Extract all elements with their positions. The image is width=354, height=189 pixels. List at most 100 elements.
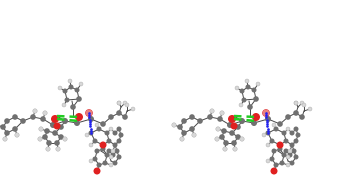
Circle shape: [270, 167, 278, 174]
Circle shape: [280, 160, 285, 166]
Circle shape: [235, 134, 241, 140]
Circle shape: [262, 133, 266, 137]
Circle shape: [20, 118, 26, 124]
Circle shape: [63, 88, 68, 94]
Circle shape: [113, 160, 118, 166]
Circle shape: [290, 160, 295, 166]
Circle shape: [109, 163, 113, 167]
Circle shape: [235, 124, 241, 130]
Circle shape: [85, 133, 89, 137]
Circle shape: [12, 114, 18, 120]
Circle shape: [116, 126, 121, 132]
Circle shape: [51, 115, 59, 123]
Circle shape: [223, 140, 229, 146]
Circle shape: [227, 122, 233, 128]
Circle shape: [15, 133, 19, 137]
Circle shape: [296, 132, 301, 138]
Circle shape: [284, 139, 289, 143]
Circle shape: [43, 111, 47, 115]
Circle shape: [207, 114, 213, 120]
Circle shape: [285, 114, 291, 120]
Circle shape: [221, 128, 227, 134]
Circle shape: [4, 130, 10, 136]
Circle shape: [241, 98, 246, 102]
Circle shape: [251, 88, 257, 92]
Circle shape: [220, 111, 224, 115]
Circle shape: [256, 82, 260, 86]
Circle shape: [38, 137, 42, 141]
Circle shape: [288, 149, 292, 153]
Circle shape: [58, 86, 62, 90]
Circle shape: [88, 116, 94, 122]
Circle shape: [291, 149, 297, 153]
Circle shape: [281, 153, 286, 157]
Circle shape: [76, 96, 82, 102]
Circle shape: [46, 147, 50, 151]
Circle shape: [269, 156, 274, 161]
Circle shape: [117, 101, 121, 105]
Circle shape: [62, 118, 68, 124]
Circle shape: [0, 124, 6, 130]
Circle shape: [116, 110, 122, 116]
Circle shape: [216, 127, 220, 131]
Circle shape: [100, 121, 106, 127]
Circle shape: [281, 130, 286, 136]
Circle shape: [263, 109, 269, 116]
Circle shape: [63, 137, 67, 141]
Circle shape: [107, 149, 112, 153]
Circle shape: [290, 143, 295, 147]
Circle shape: [240, 137, 244, 141]
Circle shape: [287, 153, 292, 157]
Circle shape: [122, 114, 128, 120]
Circle shape: [44, 128, 50, 134]
Circle shape: [85, 109, 93, 117]
Circle shape: [53, 122, 61, 129]
Circle shape: [308, 107, 312, 111]
Circle shape: [110, 153, 115, 157]
Circle shape: [119, 132, 124, 138]
Circle shape: [299, 114, 305, 120]
Circle shape: [266, 130, 270, 136]
Circle shape: [230, 122, 238, 129]
Circle shape: [252, 113, 260, 121]
Circle shape: [108, 114, 114, 120]
Circle shape: [68, 79, 72, 83]
Circle shape: [276, 142, 284, 149]
Circle shape: [4, 118, 10, 124]
Circle shape: [265, 116, 271, 122]
Circle shape: [278, 146, 282, 152]
Circle shape: [74, 120, 80, 126]
Circle shape: [181, 118, 187, 124]
Circle shape: [272, 123, 276, 127]
Circle shape: [245, 79, 249, 83]
Circle shape: [181, 130, 187, 136]
Circle shape: [58, 124, 64, 130]
Circle shape: [52, 130, 58, 136]
Circle shape: [62, 103, 66, 107]
Circle shape: [111, 149, 115, 153]
Circle shape: [192, 133, 196, 137]
Circle shape: [79, 82, 83, 86]
Circle shape: [219, 134, 225, 140]
Circle shape: [46, 140, 52, 146]
Circle shape: [293, 154, 298, 160]
Circle shape: [223, 147, 227, 151]
Circle shape: [294, 101, 298, 105]
Circle shape: [95, 169, 99, 174]
Circle shape: [266, 143, 270, 147]
Circle shape: [88, 130, 93, 136]
Circle shape: [33, 109, 37, 113]
Circle shape: [274, 163, 279, 167]
Circle shape: [229, 130, 235, 136]
Circle shape: [228, 115, 236, 123]
Circle shape: [290, 130, 295, 136]
Circle shape: [300, 101, 304, 105]
Circle shape: [30, 114, 36, 120]
Circle shape: [125, 103, 129, 107]
Circle shape: [95, 149, 99, 153]
Circle shape: [294, 101, 298, 105]
Circle shape: [54, 140, 60, 146]
Circle shape: [277, 121, 283, 127]
Circle shape: [233, 147, 237, 151]
Circle shape: [107, 139, 112, 143]
